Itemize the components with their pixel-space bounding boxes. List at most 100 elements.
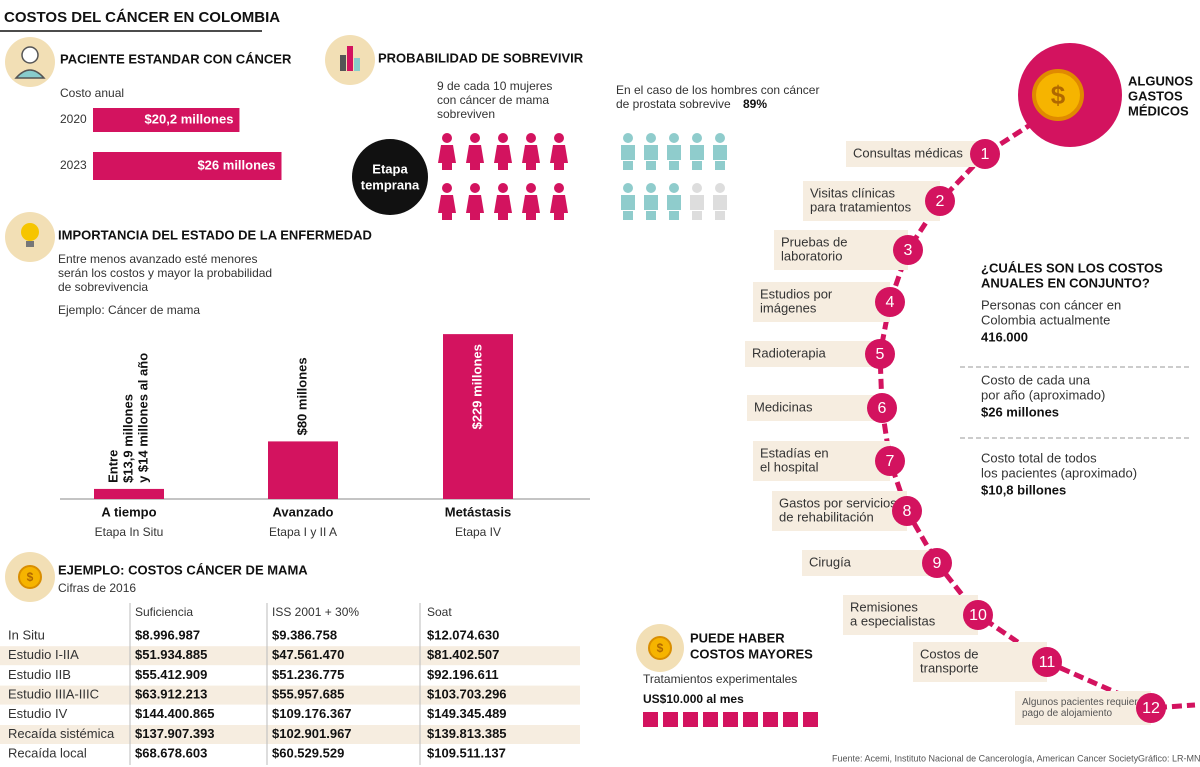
person-legs: [646, 161, 656, 170]
person-legs: [442, 211, 452, 220]
source: Fuente: Acemi, Instituto Nacional de Can…: [832, 753, 1139, 763]
section-heading: IMPORTANCIA DEL ESTADO DE LA ENFERMEDAD: [58, 227, 372, 242]
label-box: [753, 441, 890, 481]
person-head: [623, 133, 633, 143]
square: [683, 712, 698, 727]
step-circle: [970, 139, 1000, 169]
square: [783, 712, 798, 727]
person-body: [438, 195, 456, 213]
icon-coin-higher: $: [636, 624, 684, 672]
expense-label: el hospital: [760, 459, 819, 474]
cost-bar: [93, 108, 240, 132]
expense-label: Gastos por servicios: [779, 495, 897, 510]
annual-label: Personas con cáncer en: [981, 297, 1121, 312]
person-legs: [623, 211, 633, 220]
section-heading: ¿CUÁLES SON LOS COSTOS: [981, 260, 1163, 275]
person-legs: [470, 211, 480, 220]
section-heading: COSTOS MAYORES: [690, 646, 813, 661]
table-cell: $12.074.630: [427, 627, 499, 642]
survival-text: con cáncer de mama: [437, 93, 549, 107]
person-body: [621, 195, 635, 210]
step-number: 6: [878, 400, 887, 417]
table-cell: $137.907.393: [135, 726, 215, 741]
table-cell: $60.529.529: [272, 746, 344, 761]
table-cell: $55.957.685: [272, 687, 344, 702]
person-head: [526, 183, 536, 193]
stage-circle: [352, 139, 428, 215]
step-number: 10: [969, 607, 987, 624]
stage-value-label: $80 millones: [294, 357, 309, 435]
person-head: [715, 133, 725, 143]
step-circle: [875, 287, 905, 317]
svg-text:$: $: [1051, 80, 1066, 110]
expense-label: Estadías en: [760, 445, 829, 460]
step-circle: [892, 496, 922, 526]
person-head: [669, 133, 679, 143]
square: [703, 712, 718, 727]
survival-text: sobreviven: [437, 107, 495, 121]
body-text: serán los costos y mayor la probabilidad: [58, 266, 272, 280]
step-number: 11: [1039, 654, 1056, 671]
table-note: Cifras de 2016: [58, 581, 136, 595]
step-number: 5: [876, 346, 885, 363]
person-head: [470, 133, 480, 143]
step-circle: [1032, 647, 1062, 677]
table-cell: $102.901.967: [272, 726, 352, 741]
stage-sub: Etapa IV: [455, 525, 501, 539]
step-number: 12: [1142, 700, 1160, 717]
person-legs: [470, 161, 480, 170]
person-body: [494, 145, 512, 163]
person-legs: [526, 211, 536, 220]
icon-patient: [5, 37, 55, 87]
person-legs: [715, 161, 725, 170]
annual-value: 416.000: [981, 329, 1028, 344]
stage-bar: [94, 488, 164, 499]
square: [743, 712, 758, 727]
page-title: COSTOS DEL CÁNCER EN COLOMBIA: [4, 9, 280, 26]
step-number: 3: [904, 242, 913, 259]
person-body: [667, 145, 681, 160]
value-text: US$10.000 al mes: [643, 692, 744, 706]
person-head: [692, 133, 702, 143]
row-shade: [0, 646, 580, 666]
body-text: de sobrevivencia: [58, 280, 148, 294]
bar-label: $20,2 millones: [145, 111, 234, 126]
label-box: [803, 181, 940, 221]
expenses-badge: $: [1018, 43, 1122, 147]
stage-bar: [268, 441, 338, 499]
section-heading: MÉDICOS: [1128, 103, 1189, 118]
table-cell: $9.386.758: [272, 627, 337, 642]
year-label: 2023: [60, 158, 87, 172]
expense-label: para tratamientos: [810, 199, 912, 214]
row-shade: [0, 685, 580, 705]
expense-label: Estudios por: [760, 286, 833, 301]
stage-sub: Etapa I y II A: [269, 525, 337, 539]
stage-text: temprana: [361, 177, 420, 192]
cost-bar: [93, 152, 282, 180]
step-circle: [922, 548, 952, 578]
row-name: Recaída sistémica: [8, 726, 115, 741]
square: [723, 712, 738, 727]
person-head: [526, 133, 536, 143]
square: [643, 712, 658, 727]
table-cell: $47.561.470: [272, 647, 344, 662]
table-cell: $139.813.385: [427, 726, 507, 741]
icon-chart: [325, 35, 375, 85]
survival-text: de prostata sobrevive: [616, 97, 731, 111]
table-cell: $81.402.507: [427, 647, 499, 662]
expense-label: de rehabilitación: [779, 509, 874, 524]
person-head: [646, 183, 656, 193]
step-circle: [963, 600, 993, 630]
stage-text: Etapa: [372, 161, 408, 176]
person-head: [715, 183, 725, 193]
column-header: Soat: [427, 605, 452, 619]
person-body: [466, 145, 484, 163]
person-legs: [692, 211, 702, 220]
people-icons: [438, 133, 727, 220]
step-number: 1: [981, 146, 990, 163]
stage-value-label: Entre: [105, 450, 120, 483]
expense-label: Pruebas de: [781, 234, 848, 249]
person-head: [623, 183, 633, 193]
person-legs: [669, 211, 679, 220]
person-body: [522, 195, 540, 213]
